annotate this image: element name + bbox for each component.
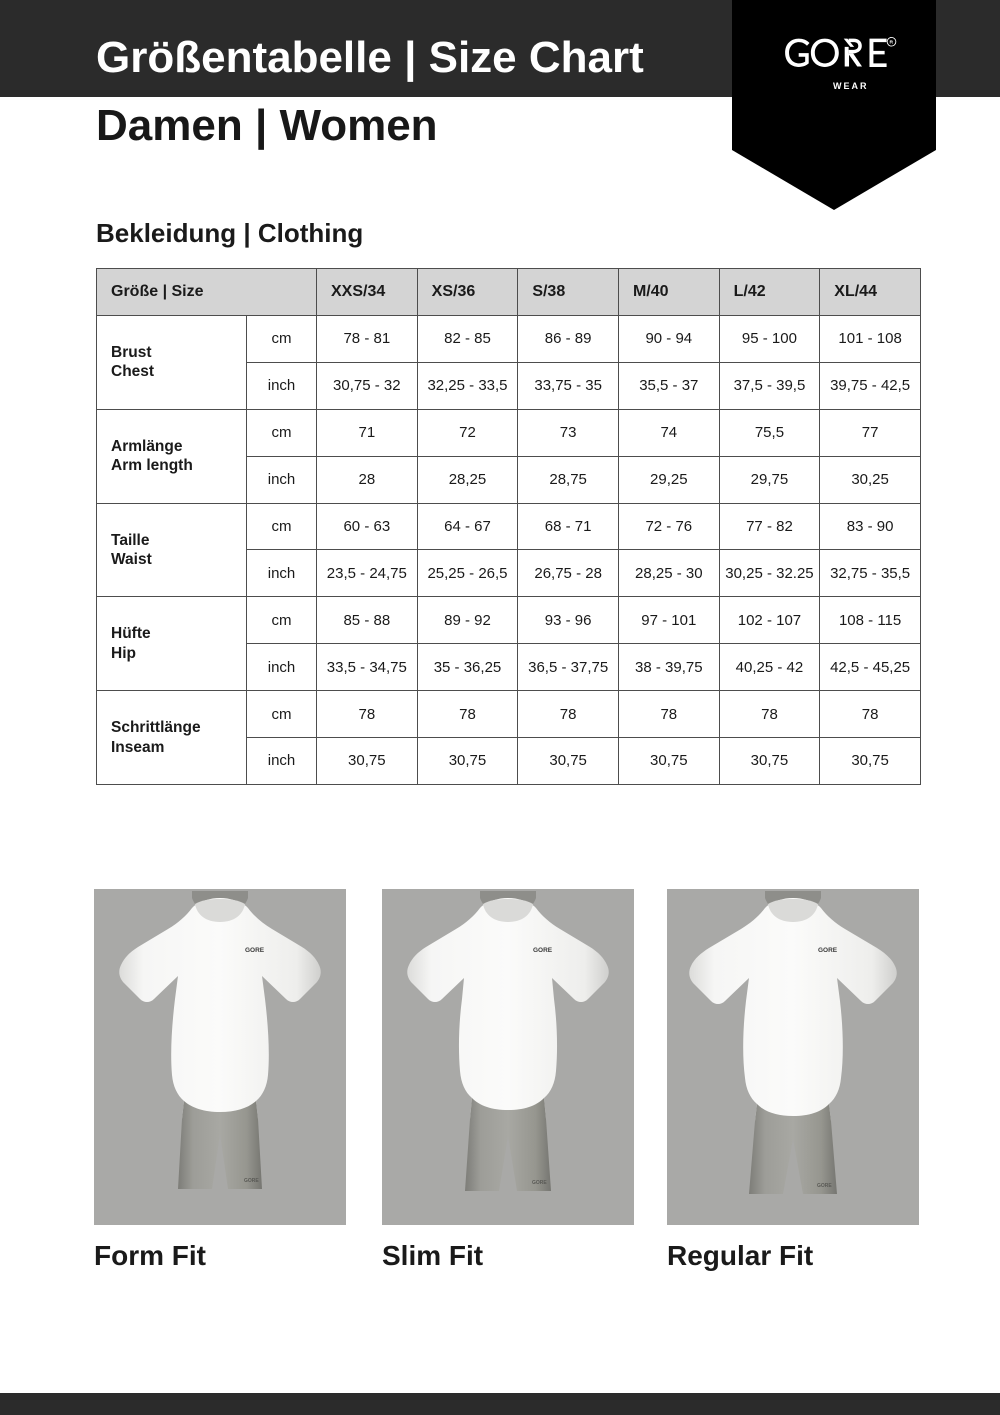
svg-text:GORE: GORE: [532, 1180, 547, 1186]
svg-text:GORE: GORE: [244, 1178, 259, 1184]
svg-text:GORE: GORE: [245, 947, 265, 954]
svg-text:GORE: GORE: [533, 947, 553, 954]
svg-text:GORE: GORE: [817, 1183, 832, 1189]
svg-text:R: R: [890, 40, 894, 46]
svg-text:GORE: GORE: [818, 947, 838, 954]
